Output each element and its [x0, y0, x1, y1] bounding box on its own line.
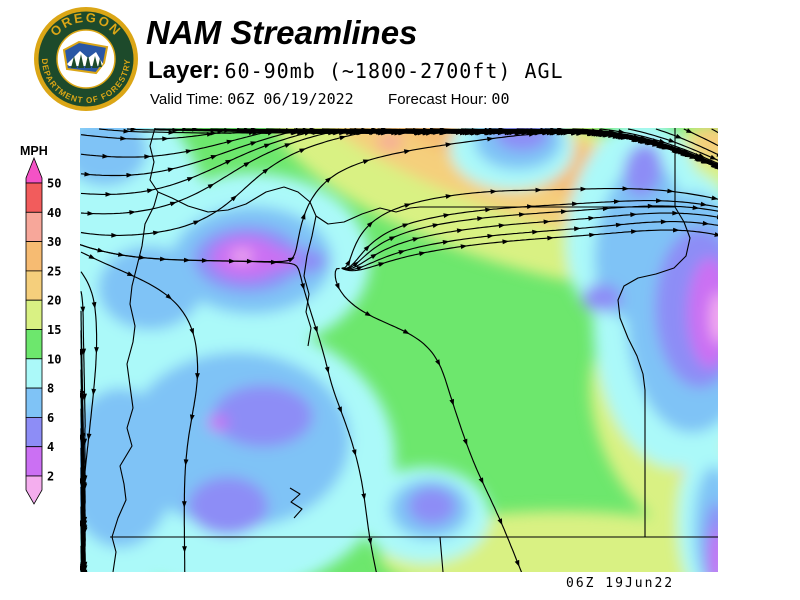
odf-logo: OREGON DEPARTMENT OF FORESTRY	[34, 7, 138, 111]
forecast-hour-label: Forecast Hour:	[388, 91, 488, 108]
wind-speed-shading	[80, 128, 718, 572]
legend-tick-label: 10	[47, 352, 61, 366]
logo-oregon-shield	[62, 40, 109, 75]
page-title: NAM Streamlines	[146, 14, 418, 51]
legend-tick-label: 20	[47, 294, 61, 308]
legend-tick-label: 8	[47, 382, 54, 396]
valid-time-line: Valid Time: 06Z 06/19/2022 Forecast Hour…	[150, 90, 509, 108]
legend-tick-label: 4	[47, 440, 54, 454]
legend-tick-label: 25	[47, 264, 61, 278]
legend-tick-label: 50	[47, 177, 61, 191]
map-timestamp: 06Z 19Jun22	[566, 576, 675, 591]
legend-title: MPH	[20, 144, 48, 158]
streamline-map	[80, 128, 718, 572]
valid-time-label: Valid Time:	[150, 91, 224, 108]
layer-line: Layer: 60-90mb (~1800-2700ft) AGL	[148, 57, 564, 85]
legend-tick-label: 30	[47, 235, 61, 249]
forecast-hour-value: 00	[491, 90, 510, 108]
legend-tick-label: 15	[47, 323, 61, 337]
layer-label: Layer:	[148, 57, 221, 84]
legend-tick-label: 2	[47, 470, 54, 484]
logo-trees	[71, 54, 102, 68]
legend-tick-label: 6	[47, 411, 54, 425]
layer-value: 60-90mb (~1800-2700ft) AGL	[224, 59, 564, 83]
streamline-arrowheads	[80, 128, 718, 572]
valid-time-value: 06Z 06/19/2022	[227, 90, 354, 108]
wind-speed-legend: MPH 50 40 30 25 20 15 10 8 6 4 2	[20, 144, 61, 505]
legend-tick-label: 40	[47, 206, 61, 220]
